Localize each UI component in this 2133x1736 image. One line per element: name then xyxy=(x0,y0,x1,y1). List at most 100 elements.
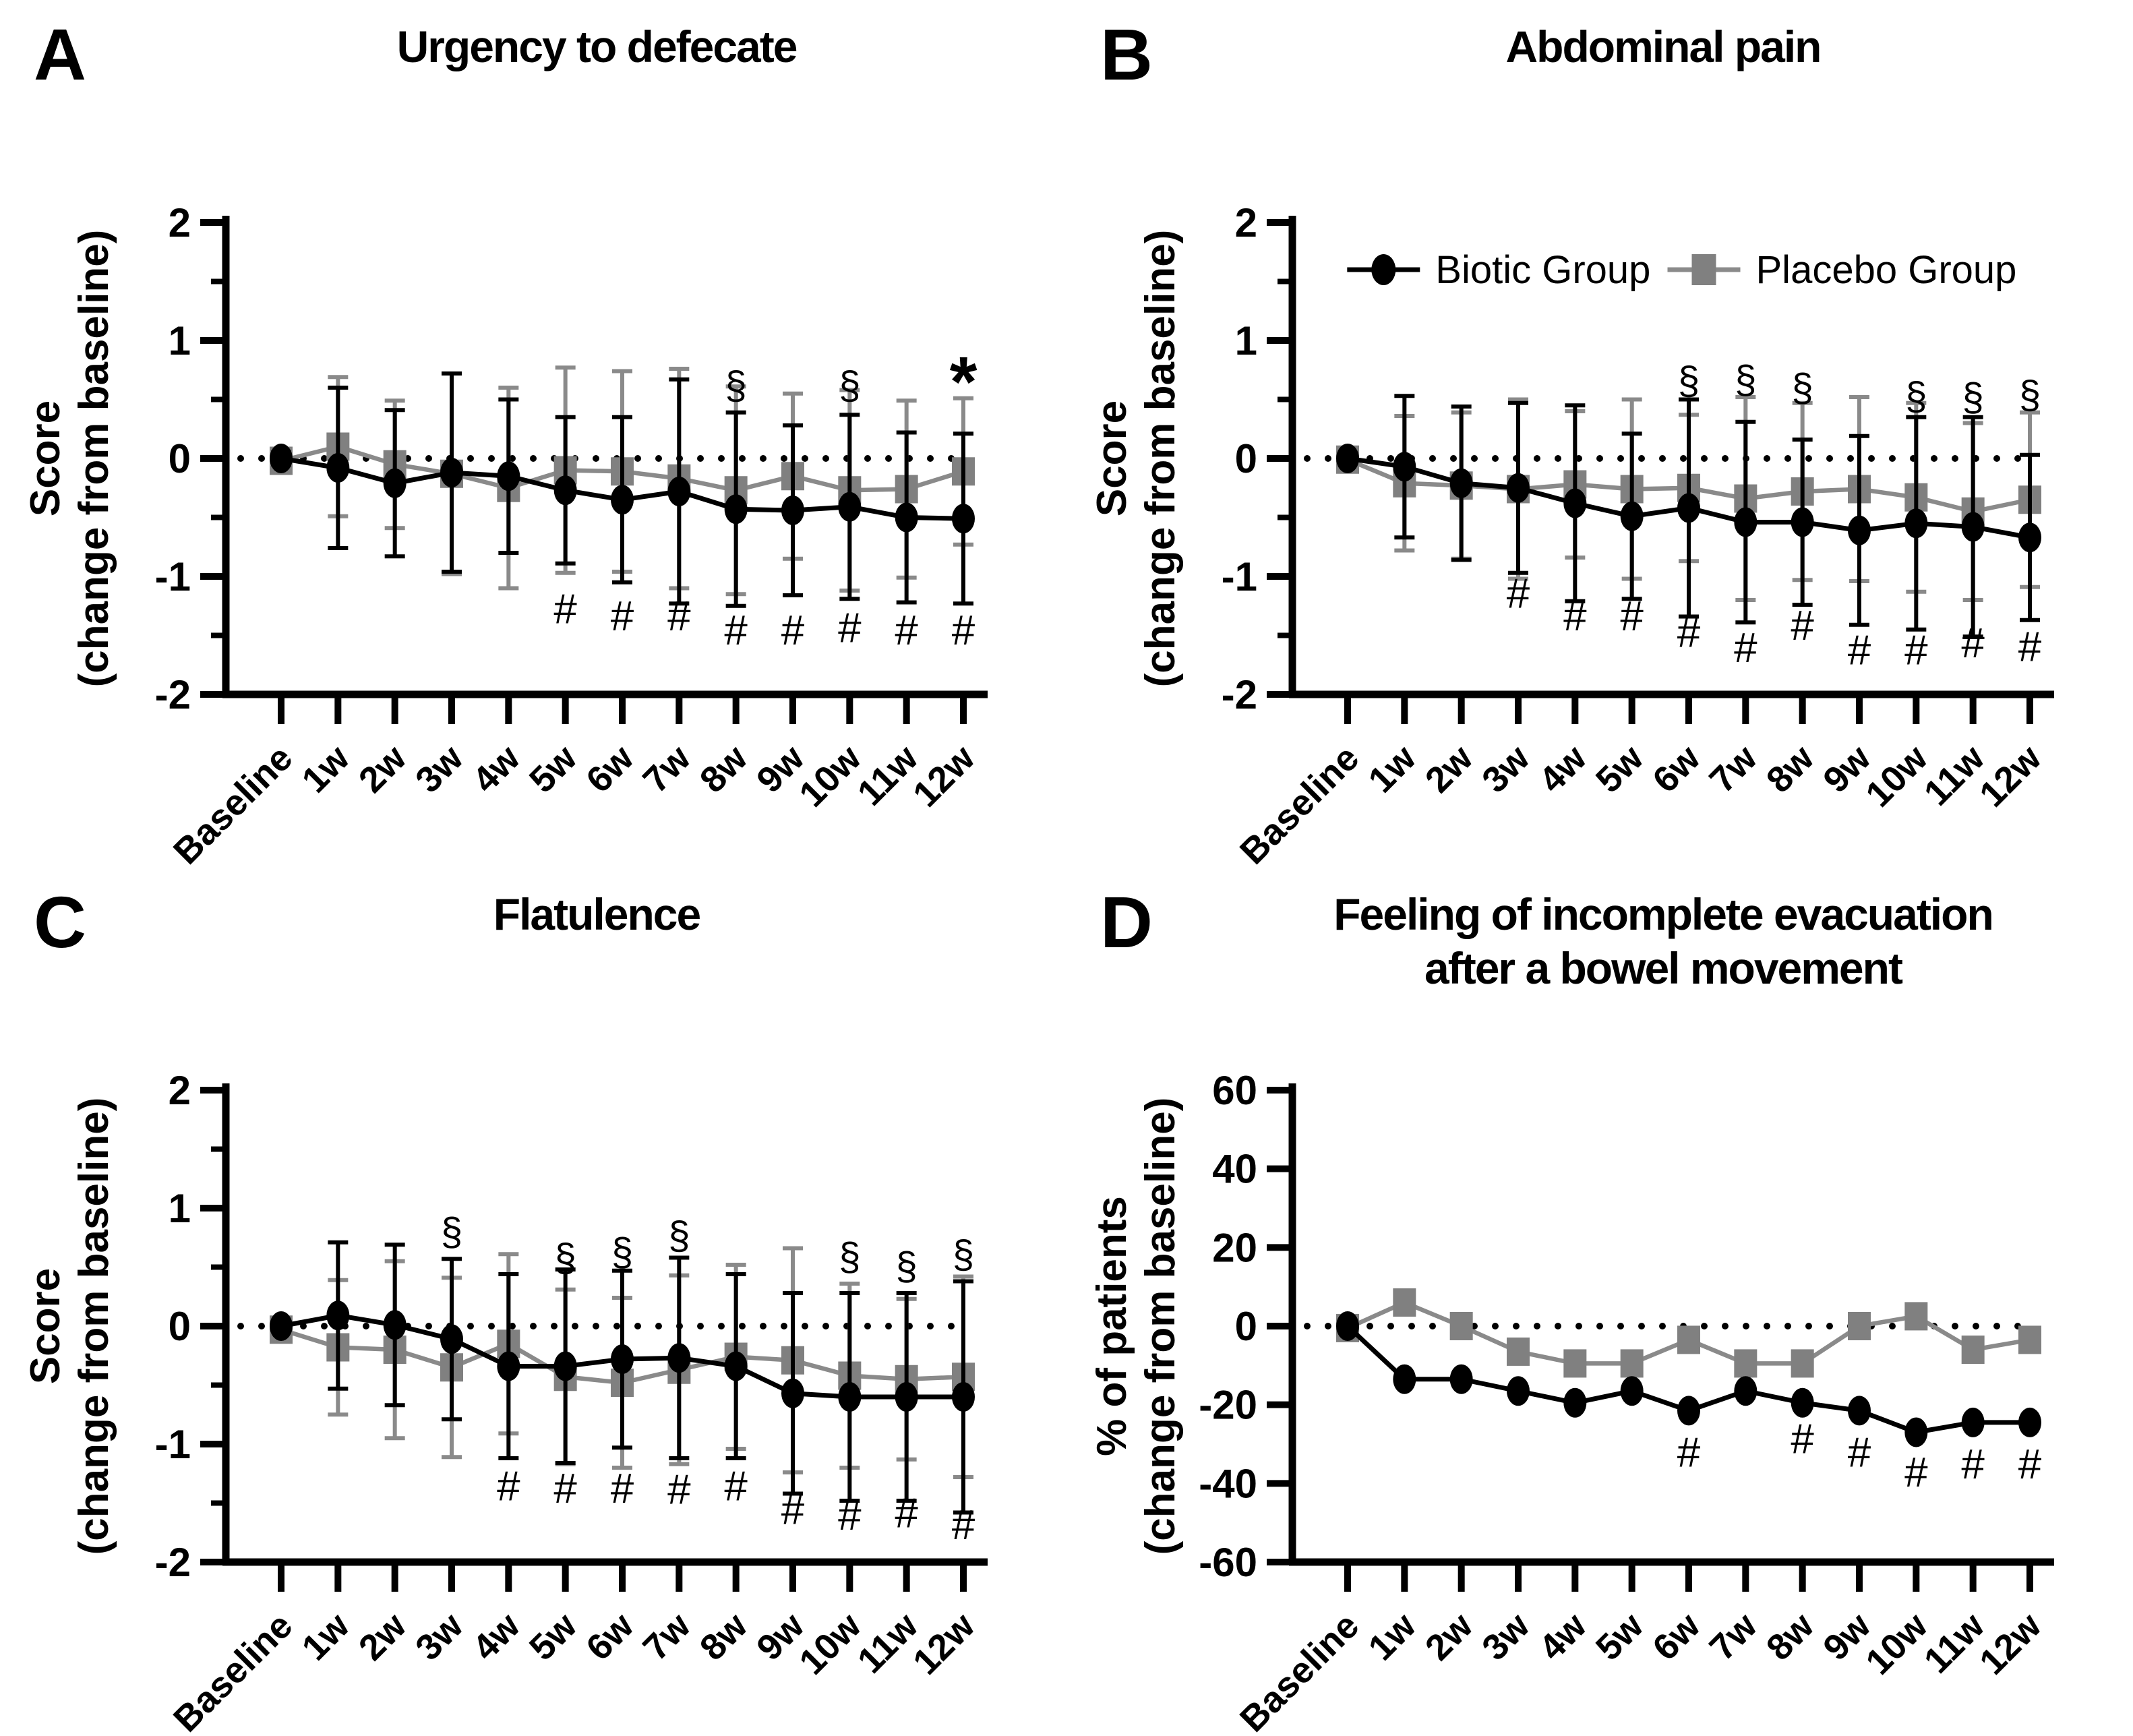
zero-line-dot xyxy=(1764,1323,1770,1329)
x-tick-label-5w: 5w xyxy=(522,1605,585,1668)
x-tick-label-10w: 10w xyxy=(1858,737,1935,814)
y-tick-label: -1 xyxy=(1222,554,1257,599)
zero-line-dot xyxy=(718,1323,725,1329)
x-tick-label-6w: 6w xyxy=(578,1605,642,1668)
zero-line-dot xyxy=(655,455,662,462)
y-tick-label: 2 xyxy=(1235,200,1257,245)
zero-line-dot xyxy=(363,1323,369,1329)
marker-square-placebo-group-8w xyxy=(1791,1349,1814,1378)
zero-line-dot xyxy=(488,1323,495,1329)
marker-circle-biotic-group-9w xyxy=(1848,515,1871,545)
zero-line-dot xyxy=(802,455,808,462)
sig-section-7w: § xyxy=(1735,358,1756,402)
marker-circle-biotic-group-Baseline xyxy=(270,444,293,473)
panel-C: C Flatulence Score (change from baseline) 2 1… xyxy=(0,868,1066,1736)
panel-A: A Urgency to defecate Score (change from ba… xyxy=(0,0,1066,868)
y-tick-label: -2 xyxy=(1222,672,1257,717)
zero-line-dot xyxy=(1596,455,1603,462)
y-tick-label: -2 xyxy=(155,672,191,717)
marker-circle-biotic-group-8w xyxy=(724,1351,748,1381)
marker-circle-biotic-group-4w xyxy=(497,461,520,491)
zero-line-dot xyxy=(1889,455,1896,462)
zero-line-dot xyxy=(1868,455,1875,462)
marker-circle-biotic-group-2w xyxy=(1449,468,1473,498)
sig-section-12w: § xyxy=(953,1232,974,1276)
sig-section-11w: § xyxy=(896,1245,918,1288)
zero-line-dot xyxy=(1701,455,1708,462)
zero-line-dot xyxy=(1784,455,1791,462)
zero-line-dot xyxy=(593,455,599,462)
zero-line-dot xyxy=(781,455,787,462)
marker-square-placebo-group-1w xyxy=(1393,1288,1416,1317)
marker-circle-biotic-group-6w xyxy=(611,485,634,515)
zero-line-dot xyxy=(697,455,704,462)
marker-circle-biotic-group-8w xyxy=(724,494,748,525)
zero-line-dot xyxy=(822,455,829,462)
chart-urgency-to-defecate: A Urgency to defecate Score (change from ba… xyxy=(22,13,988,868)
sig-hash-12w: # xyxy=(2018,1441,2042,1488)
sig-section-7w: § xyxy=(668,1214,690,1257)
y-axis-label-B-line2: (change from baseline) xyxy=(1137,230,1184,688)
zero-line-dot xyxy=(1659,1323,1666,1329)
x-tick-label-2w: 2w xyxy=(1418,1605,1481,1668)
x-tick-label-11w: 11w xyxy=(850,1605,926,1681)
zero-line-dot xyxy=(822,1323,829,1329)
marker-circle-biotic-group-7w xyxy=(667,477,691,506)
marker-circle-biotic-group-8w xyxy=(1791,1387,1814,1418)
zero-line-dot xyxy=(1325,1323,1331,1329)
zero-line-dot xyxy=(1366,1323,1373,1329)
zero-line-dot xyxy=(321,455,328,462)
x-tick-label-10w: 10w xyxy=(1858,1605,1935,1682)
zero-line-dot xyxy=(530,455,537,462)
y-axis-label-D-line2: (change from baseline) xyxy=(1137,1098,1184,1555)
zero-line-dot xyxy=(634,455,641,462)
zero-line-dot xyxy=(1534,1323,1540,1329)
sig-hash-6w: # xyxy=(1677,609,1701,656)
marker-circle-biotic-group-2w xyxy=(383,1310,407,1340)
panel-title-C-line1: Flatulence xyxy=(493,889,700,939)
zero-line-dot xyxy=(1596,1323,1603,1329)
sig-hash-10w: # xyxy=(1904,1449,1928,1496)
panel-title-D-line2: after a bowel movement xyxy=(1424,943,1903,993)
zero-line-dot xyxy=(1973,1323,1979,1329)
marker-circle-biotic-group-3w xyxy=(1507,1376,1530,1406)
zero-line-dot xyxy=(1743,1323,1749,1329)
sig-hash-8w: # xyxy=(1791,1416,1814,1462)
marker-square-placebo-group-5w xyxy=(1620,1349,1644,1378)
chart-abdominal-pain: B Abdominal pain Score (change from baselin… xyxy=(1089,13,2054,868)
sig-section-10w: § xyxy=(839,364,860,408)
panel-letter-C: C xyxy=(34,881,86,963)
x-tick-label-1w: 1w xyxy=(294,1605,357,1668)
marker-circle-biotic-group-6w xyxy=(611,1344,634,1374)
marker-circle-biotic-group-11w xyxy=(1961,512,1985,542)
zero-line-dot xyxy=(1659,455,1666,462)
sig-hash-5w: # xyxy=(553,586,577,632)
zero-line-dot xyxy=(321,1323,328,1329)
y-axis-label-A-line2: (change from baseline) xyxy=(71,230,117,688)
zero-line-dot xyxy=(593,1323,599,1329)
x-tick-label-12w: 12w xyxy=(1972,737,2049,814)
x-tick-label-12w: 12w xyxy=(905,737,983,814)
y-tick-label: -20 xyxy=(1199,1383,1257,1428)
zero-line-dot xyxy=(237,1323,244,1329)
x-tick-label-4w: 4w xyxy=(464,1605,528,1668)
zero-line-dot xyxy=(1555,1323,1561,1329)
y-tick-label: 0 xyxy=(1235,436,1257,481)
zero-line-dot xyxy=(885,455,892,462)
x-tick-label-3w: 3w xyxy=(408,737,471,800)
marker-square-placebo-group-2w xyxy=(1449,1312,1473,1340)
x-tick-label-Baseline: Baseline xyxy=(1232,1605,1366,1736)
marker-circle-biotic-group-2w xyxy=(1449,1364,1473,1394)
zero-line-dot xyxy=(1471,455,1478,462)
zero-line-dot xyxy=(530,1323,537,1329)
x-tick-label-5w: 5w xyxy=(522,737,585,800)
zero-line-dot xyxy=(781,1323,787,1329)
sig-section-3w: § xyxy=(441,1210,462,1254)
zero-line-dot xyxy=(1764,455,1770,462)
sig-hash-8w: # xyxy=(724,607,748,654)
marker-circle-biotic-group-12w xyxy=(952,504,975,534)
sig-hash-5w: # xyxy=(1620,593,1644,640)
x-tick-label-11w: 11w xyxy=(1917,1605,1993,1681)
zero-line-dot xyxy=(1952,455,1958,462)
zero-line-dot xyxy=(1575,455,1582,462)
